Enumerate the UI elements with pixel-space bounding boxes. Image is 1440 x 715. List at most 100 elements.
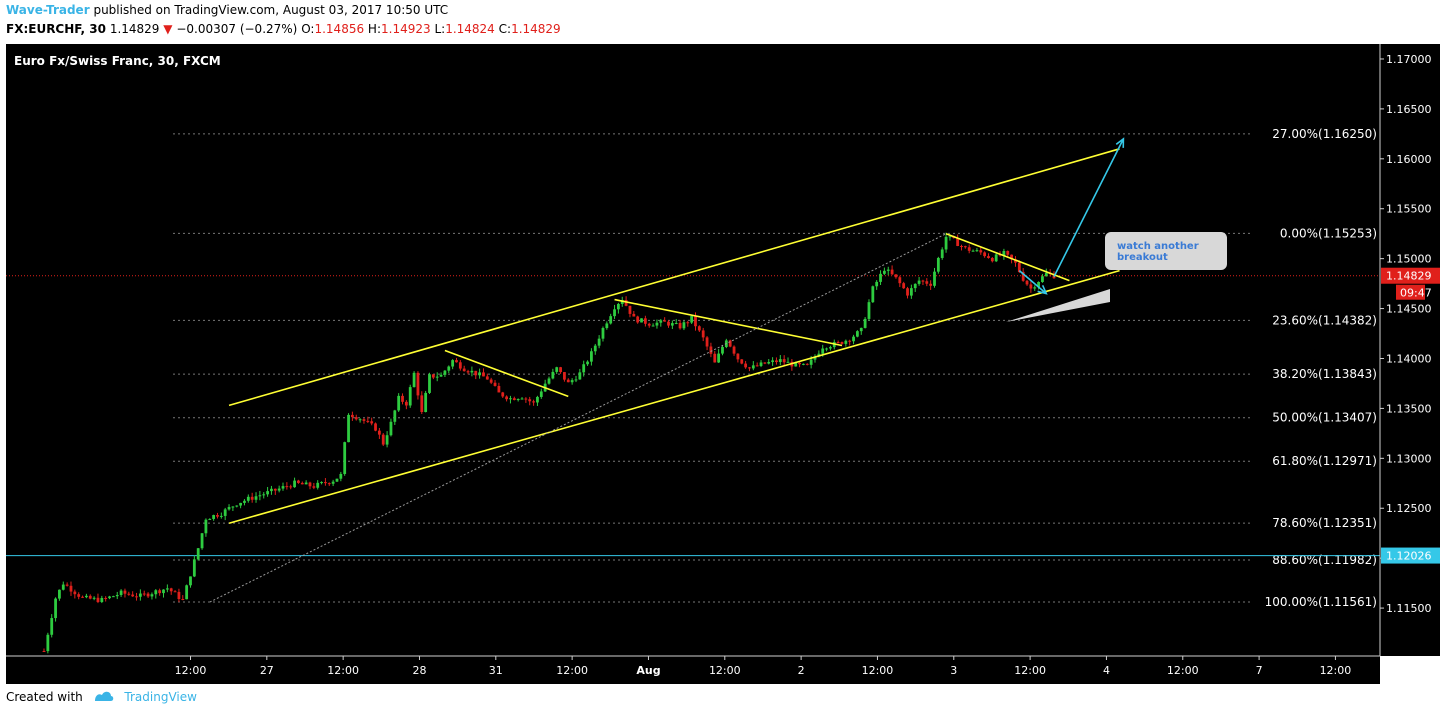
candle-body [162,589,165,594]
candle-body [505,396,508,400]
arrow-line [1053,138,1125,277]
candle-body [219,515,223,517]
candle-body [412,372,416,388]
candle-body [1017,262,1021,272]
countdown-badge [1396,284,1425,300]
candle-body [1029,284,1033,289]
candle-body [370,421,374,424]
candle-body [616,303,620,310]
candle-body [389,421,393,436]
candle-body [551,371,555,379]
candle-body [266,491,269,495]
candle-body [96,597,100,603]
candle-body [447,366,451,371]
level-badge-label: 1.12026 [1386,550,1432,563]
candle-body [744,363,748,368]
candle-body [628,305,632,314]
trend-lines[interactable] [209,137,1125,603]
candle-body [358,419,362,421]
candle-body [404,401,408,406]
candle-body [1037,281,1040,288]
candle-body [462,368,466,372]
candle-body [717,353,721,363]
candle-body [863,318,867,328]
candle-body [929,283,933,286]
candle-body [324,482,327,484]
candle-body [196,548,200,560]
candle-body [1002,250,1006,256]
time-tick-label: 12:00 [556,664,588,677]
candle-body [979,250,983,253]
candle-body [1021,271,1025,281]
fib-trend-line [209,233,947,603]
candle-body [393,410,397,422]
candle-body [825,348,828,350]
time-tick-label: 12:00 [1167,664,1199,677]
candle-body [497,385,501,393]
price-tick-label: 1.13500 [1386,402,1432,415]
time-tick-label: 31 [489,664,503,677]
candle-body [1033,287,1037,289]
candle-body [308,482,312,487]
callout-pointer [1006,289,1110,322]
price-chart[interactable]: 27.00%(1.16250) 0.00%(1.15253) 23.60%(1.14… [0,44,1440,684]
author-link[interactable]: Wave-Trader [6,3,90,17]
symbol-line: FX:EURCHF, 30 1.14829 ▼ −0.00307 (−0.27%… [6,22,561,36]
price-change: −0.00307 (−0.27%) [176,22,298,36]
candle-body [316,482,320,488]
candle-body [231,506,235,508]
candle-body [262,494,266,496]
candle-body [763,362,767,364]
candle-body [1025,280,1029,285]
candle-body [574,379,578,381]
candle-body [216,515,219,517]
candle-body [813,356,817,360]
candle-body [940,249,944,258]
candle-body [586,361,589,365]
candle-body [659,320,663,323]
candle-body [115,594,119,597]
callout-box[interactable] [1105,232,1227,270]
fib-label: 38.20%(1.13843) [1272,367,1377,381]
candle-body [154,590,158,595]
candle-body [381,434,385,445]
open-label: O: [301,22,315,36]
candle-body [150,594,154,597]
tradingview-brand[interactable]: TradingView [124,690,197,704]
candle-body [385,435,389,445]
candle-body [327,483,331,485]
candle-body [782,359,786,363]
candle-body [732,346,736,354]
candle-body [397,395,401,411]
time-tick-label: 27 [260,664,274,677]
time-tick-label: 3 [950,664,957,677]
candle-body [948,236,952,238]
candle-body [227,507,231,510]
candle-body [501,392,505,397]
candle-body [890,269,894,275]
candle-body [401,395,404,402]
candle-body [705,337,709,347]
candle-body [362,419,366,421]
candle-body [235,505,239,507]
time-tick-label: 12:00 [327,664,359,677]
candle-body [100,597,104,603]
chart-area[interactable]: 27.00%(1.16250) 0.00%(1.15253) 23.60%(1.14… [0,44,1440,684]
publish-line: Wave-Trader published on TradingView.com… [6,3,448,17]
candle-body [898,277,902,284]
candle-body [721,347,724,354]
candle-body [81,596,84,598]
trend-line [945,232,1070,282]
time-axis[interactable] [6,656,1380,684]
candle-body [1041,276,1044,282]
candle-body [343,442,347,474]
candle-body [632,313,636,317]
price-tick-label: 1.12500 [1386,502,1432,515]
candle-body [643,318,647,324]
candle-body [489,379,493,383]
down-triangle-icon: ▼ [163,22,173,36]
candle-body [636,316,640,323]
tradingview-logo-icon[interactable] [93,689,115,706]
candle-body [1010,254,1014,260]
annotation-callout[interactable]: watch another breakout [1006,232,1227,322]
